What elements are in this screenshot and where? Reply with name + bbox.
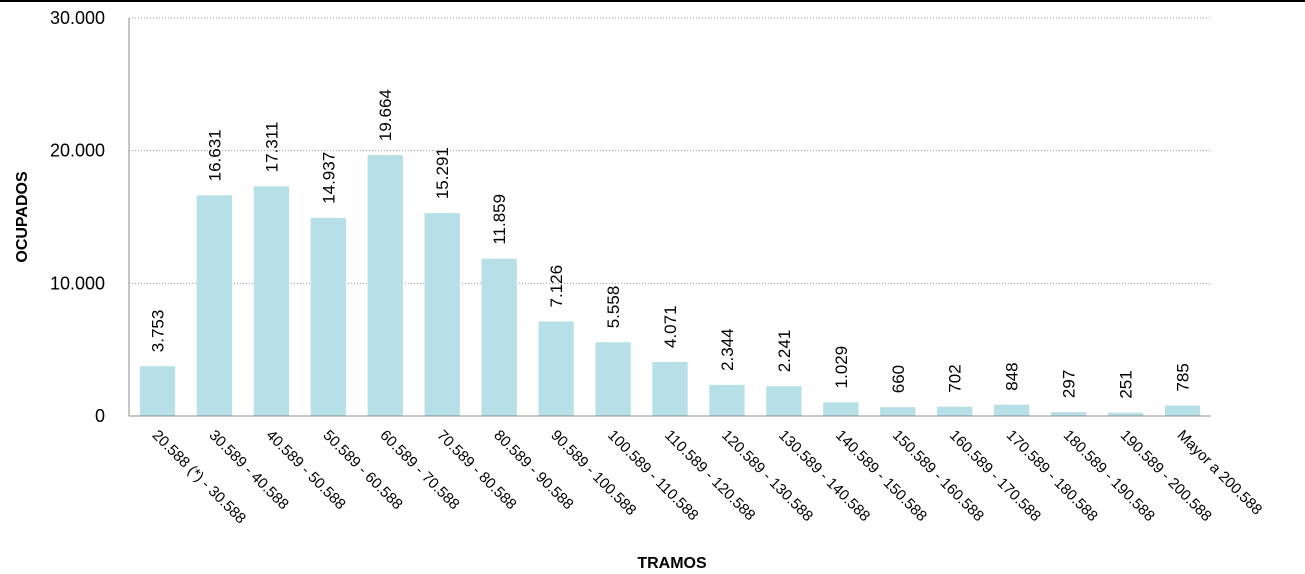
bar (709, 384, 745, 416)
data-label: 297 (1060, 370, 1079, 398)
bar (1107, 412, 1144, 416)
data-label: 785 (1174, 363, 1193, 391)
y-tick-label: 10.000 (50, 273, 105, 293)
data-labels: 3.753 16.631 17.311 14.937 19.664 15.291 11.85… (148, 89, 1192, 399)
data-label: 11.859 (490, 194, 509, 245)
gridlines (129, 17, 1211, 284)
data-label: 660 (889, 365, 908, 393)
data-label: 17.311 (262, 122, 281, 173)
bar (481, 258, 517, 416)
x-axis-title: TRAMOS (637, 555, 707, 572)
data-label: 702 (946, 364, 965, 392)
data-label: 5.558 (604, 286, 623, 329)
y-tick-label: 20.000 (50, 141, 105, 161)
bar (652, 361, 688, 416)
bar (538, 321, 574, 416)
bar (994, 404, 1030, 416)
data-label: 19.664 (376, 89, 395, 141)
y-tick-label: 0 (95, 406, 105, 426)
data-label: 16.631 (205, 129, 224, 181)
data-label: 3.753 (148, 310, 167, 353)
bar (823, 402, 859, 416)
bar (310, 217, 346, 416)
bar (595, 342, 631, 416)
data-label: 2.344 (718, 328, 737, 371)
axes (128, 18, 1211, 417)
data-label: 1.029 (832, 346, 851, 389)
data-label: 2.241 (775, 330, 794, 373)
bar (367, 155, 403, 416)
y-axis-title: OCUPADOS (14, 171, 31, 263)
top-border (0, 0, 1305, 2)
data-label: 15.291 (433, 147, 452, 199)
data-label: 251 (1117, 370, 1136, 398)
bar (253, 186, 290, 416)
y-tick-labels: 0 10.000 20.000 30.000 (50, 8, 105, 426)
bars (139, 155, 1201, 416)
data-label: 7.126 (547, 265, 566, 308)
data-label: 14.937 (319, 152, 338, 204)
bar (880, 407, 916, 416)
bar (937, 406, 973, 416)
bar (424, 213, 460, 416)
data-label: 848 (1003, 362, 1022, 390)
bar (1050, 412, 1087, 416)
bar (1164, 405, 1201, 416)
data-label: 4.071 (661, 305, 680, 348)
bar (139, 366, 176, 416)
y-tick-label: 30.000 (50, 8, 105, 28)
bar (766, 386, 802, 416)
bar (196, 195, 233, 416)
